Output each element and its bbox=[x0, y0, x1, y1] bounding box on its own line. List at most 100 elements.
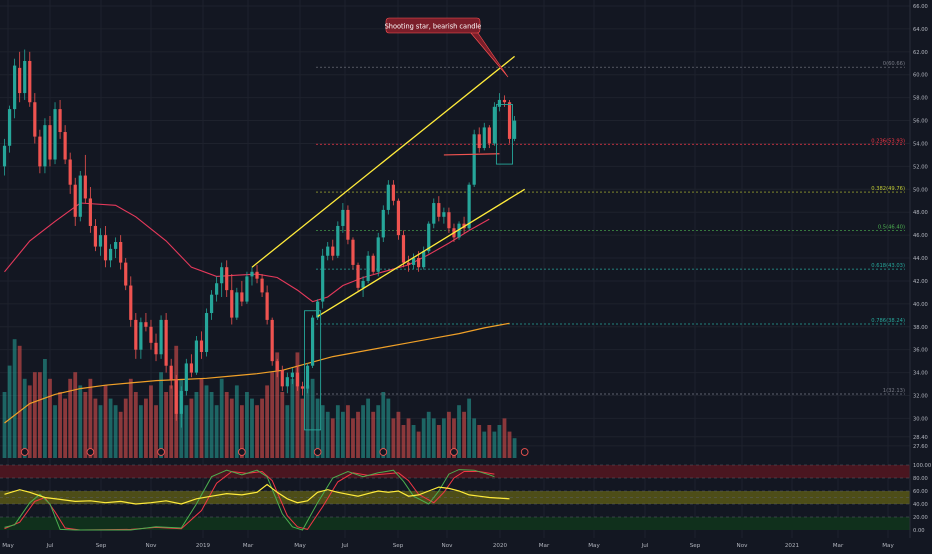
candle-body[interactable] bbox=[381, 209, 385, 238]
candle-body[interactable] bbox=[215, 283, 219, 295]
candle-body[interactable] bbox=[417, 258, 421, 268]
candle-body[interactable] bbox=[265, 292, 269, 320]
candle-body[interactable] bbox=[114, 241, 118, 249]
candle-body[interactable] bbox=[174, 379, 178, 414]
candle-body[interactable] bbox=[144, 322, 148, 327]
candle-body[interactable] bbox=[7, 109, 12, 146]
earnings-marker[interactable] bbox=[157, 448, 165, 456]
candle-body[interactable] bbox=[442, 212, 446, 217]
candle-body[interactable] bbox=[512, 120, 517, 139]
candle-body[interactable] bbox=[179, 390, 183, 414]
candle-body[interactable] bbox=[310, 317, 315, 366]
earnings-marker[interactable] bbox=[520, 448, 529, 456]
candle-body[interactable] bbox=[280, 370, 284, 387]
candle-body[interactable] bbox=[88, 198, 92, 226]
candle-body[interactable] bbox=[134, 319, 138, 350]
candle-body[interactable] bbox=[447, 212, 451, 229]
earnings-marker[interactable] bbox=[450, 448, 458, 456]
channel-upper-line[interactable] bbox=[251, 55, 515, 268]
candle-body[interactable] bbox=[391, 184, 395, 201]
candle-body[interactable] bbox=[98, 235, 103, 247]
candles[interactable] bbox=[2, 49, 517, 428]
candle-body[interactable] bbox=[285, 377, 289, 387]
candle-body[interactable] bbox=[129, 285, 133, 320]
candle-body[interactable] bbox=[341, 209, 345, 226]
candle-body[interactable] bbox=[139, 322, 143, 350]
candle-body[interactable] bbox=[245, 276, 249, 302]
candle-body[interactable] bbox=[472, 134, 476, 185]
candle-body[interactable] bbox=[38, 136, 42, 167]
callout-box[interactable] bbox=[385, 17, 481, 34]
candle-body[interactable] bbox=[159, 319, 163, 355]
candle-body[interactable] bbox=[326, 246, 330, 256]
candle-body[interactable] bbox=[220, 267, 224, 284]
candle-body[interactable] bbox=[346, 209, 350, 240]
earnings-marker[interactable] bbox=[20, 448, 29, 456]
resistance-line[interactable] bbox=[443, 153, 500, 156]
candle-body[interactable] bbox=[93, 225, 98, 247]
candle-body[interactable] bbox=[209, 294, 214, 314]
candle-body[interactable] bbox=[119, 241, 123, 263]
candle-body[interactable] bbox=[2, 145, 7, 167]
candle-body[interactable] bbox=[321, 255, 325, 302]
candle-body[interactable] bbox=[124, 262, 128, 286]
earnings-marker[interactable] bbox=[86, 448, 95, 456]
candle-body[interactable] bbox=[396, 200, 401, 236]
candle-body[interactable] bbox=[422, 251, 426, 268]
candle-body[interactable] bbox=[53, 109, 57, 160]
candle-body[interactable] bbox=[275, 361, 279, 371]
candle-body[interactable] bbox=[43, 125, 47, 167]
candle-body[interactable] bbox=[48, 125, 52, 160]
channel-lower-line[interactable] bbox=[317, 188, 526, 318]
candle-body[interactable] bbox=[366, 255, 370, 281]
candle-body[interactable] bbox=[28, 60, 32, 103]
candle-body[interactable] bbox=[406, 262, 411, 265]
candle-body[interactable] bbox=[432, 203, 436, 224]
highlight-box-reversal[interactable] bbox=[304, 310, 322, 431]
candle-body[interactable] bbox=[63, 132, 67, 160]
candle-body[interactable] bbox=[270, 319, 274, 362]
candle-body[interactable] bbox=[164, 319, 168, 366]
candle-body[interactable] bbox=[199, 340, 204, 352]
candle-body[interactable] bbox=[457, 223, 461, 238]
candle-body[interactable] bbox=[361, 280, 365, 288]
candle-body[interactable] bbox=[300, 386, 305, 389]
candle-body[interactable] bbox=[33, 102, 37, 137]
candle-body[interactable] bbox=[108, 248, 113, 261]
candle-body[interactable] bbox=[23, 60, 27, 94]
candle-body[interactable] bbox=[225, 267, 229, 291]
candle-body[interactable] bbox=[487, 127, 491, 144]
candle-body[interactable] bbox=[351, 239, 355, 265]
candle-body[interactable] bbox=[68, 159, 72, 185]
callout[interactable]: Shooting star, bearish candle bbox=[385, 17, 509, 78]
earnings-marker[interactable] bbox=[238, 448, 246, 456]
earnings-markers[interactable] bbox=[20, 448, 529, 456]
candle-body[interactable] bbox=[411, 258, 416, 265]
candle-body[interactable] bbox=[260, 278, 264, 293]
candle-body[interactable] bbox=[103, 235, 108, 261]
candle-body[interactable] bbox=[507, 102, 512, 139]
candle-body[interactable] bbox=[477, 134, 481, 149]
candle-body[interactable] bbox=[295, 372, 300, 387]
candle-body[interactable] bbox=[149, 326, 153, 343]
candle-body[interactable] bbox=[255, 271, 259, 279]
earnings-marker[interactable] bbox=[313, 448, 322, 456]
candle-body[interactable] bbox=[371, 255, 375, 272]
candle-body[interactable] bbox=[73, 184, 77, 217]
candle-body[interactable] bbox=[502, 99, 507, 103]
candle-body[interactable] bbox=[290, 372, 294, 378]
candle-body[interactable] bbox=[194, 340, 199, 373]
candle-body[interactable] bbox=[467, 184, 471, 229]
candle-body[interactable] bbox=[482, 127, 486, 149]
earnings-marker[interactable] bbox=[379, 448, 388, 456]
candle-body[interactable] bbox=[83, 175, 87, 199]
candle-body[interactable] bbox=[492, 106, 496, 144]
candle-body[interactable] bbox=[376, 237, 380, 272]
candle-body[interactable] bbox=[18, 67, 22, 94]
candle-body[interactable] bbox=[240, 292, 244, 302]
candle-body[interactable] bbox=[437, 203, 441, 217]
candle-body[interactable] bbox=[305, 365, 310, 389]
